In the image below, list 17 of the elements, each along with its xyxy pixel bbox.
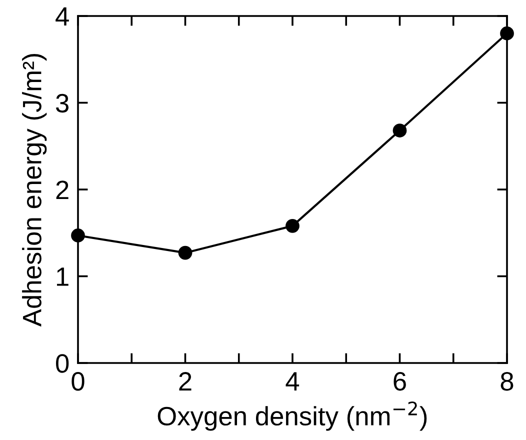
y-tick-label: 4 — [56, 7, 69, 26]
x-tick-label: 2 — [179, 372, 192, 390]
x-tick-label: 8 — [500, 372, 514, 391]
point — [500, 26, 514, 40]
y-tick-label: 2 — [56, 180, 68, 200]
x-axis-title: Oxygen density (nm$^{−2}$) — [158, 401, 427, 431]
x-tick-label: 0 — [72, 372, 84, 391]
y-tick-label: 3 — [56, 94, 69, 113]
y-tick-label: 1 — [57, 268, 68, 286]
y-tick-label: 0 — [56, 354, 69, 373]
x-tick-label: 6 — [394, 372, 406, 391]
y-axis-title: Adhesion energy (J/m²) — [22, 54, 47, 327]
point — [286, 218, 300, 233]
point — [71, 228, 85, 242]
point — [392, 124, 407, 138]
x-tick-label: 4 — [286, 372, 300, 390]
point — [178, 246, 192, 260]
